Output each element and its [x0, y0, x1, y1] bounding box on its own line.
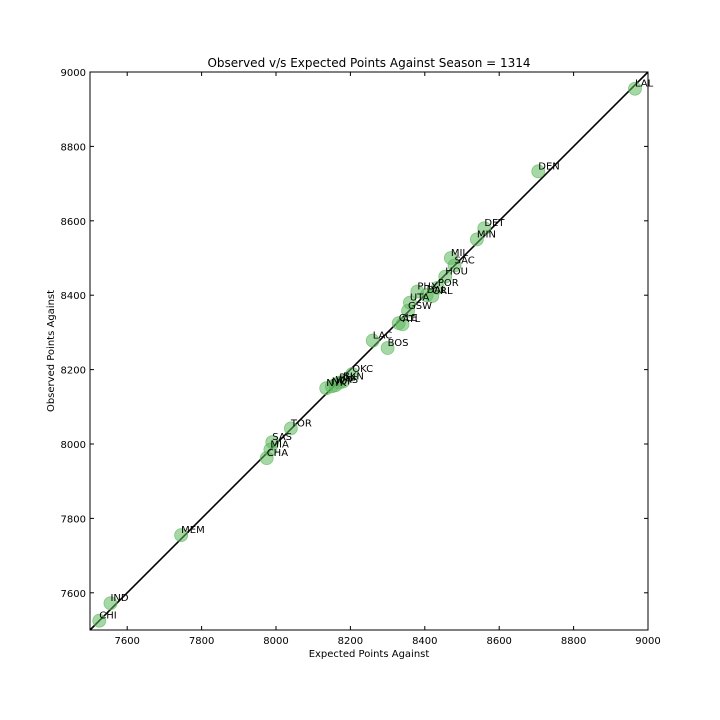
- point-label: IND: [110, 593, 128, 604]
- data-point: [283, 421, 298, 436]
- point-label: SAC: [455, 255, 475, 266]
- data-point: [259, 451, 274, 466]
- point-label: LAL: [635, 79, 654, 90]
- data-point: [447, 258, 462, 273]
- y-tick-label: 8600: [61, 217, 86, 228]
- x-axis: 7600 7800 8000 8200 8400 8600 8800 9000: [114, 72, 661, 647]
- data-point: [469, 232, 484, 247]
- point-label: MIA: [270, 440, 289, 451]
- y-tick-label: 8200: [61, 366, 86, 377]
- data-point: [92, 613, 107, 628]
- point-label: BKN: [343, 372, 364, 383]
- data-point: [174, 528, 189, 543]
- data-point: [395, 317, 410, 332]
- x-tick-label: 8600: [486, 636, 511, 647]
- point-label: ORL: [432, 286, 453, 297]
- point-label: GSW: [408, 301, 432, 312]
- point-label: WAS: [336, 375, 359, 386]
- point-label: BOS: [388, 338, 409, 349]
- x-tick-label: 8400: [412, 636, 437, 647]
- point-label: NYK: [326, 378, 347, 389]
- point-label: NOP: [332, 376, 353, 387]
- point-label: DEN: [538, 161, 560, 172]
- point-label: DET: [484, 218, 505, 229]
- data-point: [531, 164, 546, 179]
- data-point: [324, 379, 339, 394]
- y-tick-label: 8800: [61, 142, 86, 153]
- point-label: PHX: [417, 281, 438, 292]
- y-tick-label: 8000: [61, 440, 86, 451]
- point-label: SAS: [272, 432, 292, 443]
- x-tick-label: 7800: [189, 636, 214, 647]
- x-tick-label: 8000: [263, 636, 288, 647]
- point-label: CLE: [399, 313, 418, 324]
- y-tick-label: 7600: [61, 589, 86, 600]
- plot-frame: [89, 71, 649, 631]
- point-label: MIN: [477, 229, 496, 240]
- point-label: OKC: [352, 364, 373, 375]
- point-label: POR: [438, 278, 459, 289]
- x-tick-label: 8800: [561, 636, 586, 647]
- x-tick-label: 7600: [114, 636, 139, 647]
- data-point: [345, 367, 360, 381]
- point-label: TOR: [290, 418, 312, 429]
- data-point: [401, 303, 415, 318]
- y-tick-label: 9000: [61, 68, 86, 79]
- point-label: LAC: [373, 331, 392, 342]
- data-point: [438, 269, 453, 284]
- data-point: [365, 333, 380, 348]
- y-tick-label: 7800: [61, 514, 86, 525]
- y-axis-label: Observed Points Against: [46, 290, 57, 412]
- point-label: HOU: [445, 267, 468, 278]
- y-axis: 7600 7800 8000 8200 8400 8600 8800 9000: [61, 68, 648, 600]
- x-tick-label: 8200: [338, 636, 363, 647]
- data-point: [628, 81, 642, 96]
- point-label: MEM: [181, 525, 205, 536]
- point-label: DAL: [427, 285, 447, 296]
- point-label: ATL: [402, 314, 420, 325]
- point-label: MIL: [451, 248, 469, 259]
- chart-title: Observed v/s Expected Points Against Sea…: [207, 56, 530, 70]
- data-point: [103, 596, 118, 611]
- data-point: [477, 221, 492, 236]
- point-label: UTA: [410, 293, 430, 304]
- plot-area: LALDENDETMINMILSACHOUPORPHXDALORLUTAGSWC…: [89, 71, 654, 631]
- data-point: [425, 289, 440, 303]
- x-tick-label: 9000: [635, 636, 660, 647]
- data-point: [380, 341, 395, 355]
- point-label: CHA: [267, 448, 289, 459]
- x-axis-label: Expected Points Against: [309, 649, 430, 660]
- point-label: PHI: [339, 373, 356, 384]
- y-tick-label: 8400: [61, 291, 86, 302]
- point-label: CHI: [99, 611, 116, 622]
